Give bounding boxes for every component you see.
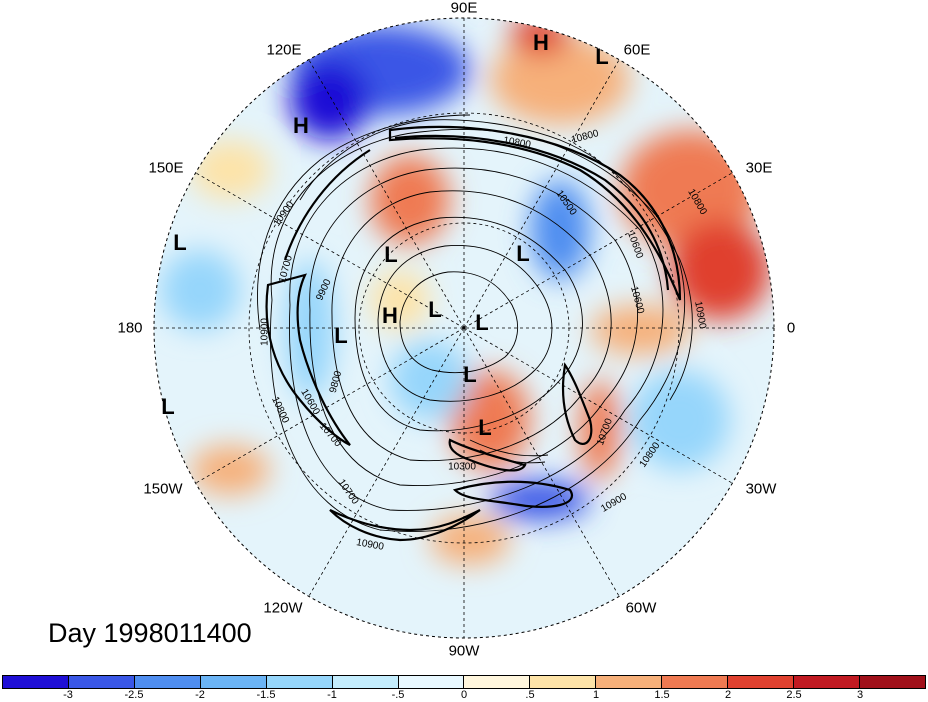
pressure-low: L [428,297,442,322]
date-label: Day 1998011400 [48,618,252,648]
colorbar-tick-label: 1.5 [654,689,670,701]
colorbar-segment [596,676,663,688]
colorbar-tick-label: -3 [63,689,73,701]
pressure-low: L [478,415,492,440]
lon-label-60e: 60E [623,41,651,59]
pressure-low: L [334,323,348,348]
colorbar-tick-label: -2 [195,689,205,701]
lon-label-60w: 60W [625,599,657,617]
colorbar-segment [266,676,333,688]
colorbar-segment [3,676,69,688]
polar-stereographic-map [153,17,775,639]
colorbar-tick-label: -2.5 [124,689,144,701]
colorbar-tick-label: 1 [592,689,600,701]
lon-label-180: 180 [117,319,143,337]
colorbar-segment [530,676,597,688]
colorbar-segment [662,676,729,688]
pressure-low: L [384,242,398,267]
colorbar-tick-label: -1 [327,689,337,701]
colorbar-segment [332,676,399,688]
pressure-low: L [173,230,187,255]
pressure-high: H [293,113,309,138]
lon-label-120w: 120W [263,599,303,617]
pressure-low: L [595,44,609,69]
colorbar-tick-label: .5 [525,689,535,701]
colorbar-tick-label: 2 [724,689,732,701]
lon-label-150w: 150W [143,480,183,498]
lon-label-120e: 120E [266,41,302,59]
colorbar-segment [859,676,925,688]
pressure-high: H [533,30,549,55]
lon-label-30e: 30E [745,159,773,177]
colorbar-segment [728,676,795,688]
colorbar-segment [68,676,135,688]
anomaly-shading [160,18,770,565]
lon-label-30w: 30W [745,480,777,498]
colorbar-tick-label: 3 [856,689,864,701]
graticule [154,18,774,638]
colorbar [2,675,926,689]
pressure-low: L [516,241,530,266]
contour-label: 10300 [448,461,476,473]
jet-outlines [265,125,682,542]
lon-label-90w: 90W [448,642,480,660]
map-boundary [153,17,775,639]
lon-label-0: 0 [786,319,796,337]
colorbar-tick-label: 2.5 [786,689,802,701]
colorbar-tick-label: 0 [460,689,468,701]
colorbar-segment [464,676,531,688]
pressure-high: H [382,303,398,328]
colorbar-segment [200,676,267,688]
colorbar-segment [398,676,465,688]
contour-label: 10900 [259,318,271,346]
colorbar-segment [794,676,860,688]
pressure-low: L [475,310,489,335]
lon-label-150e: 150E [148,159,184,177]
lon-label-90e: 90E [450,0,478,17]
colorbar-segment [134,676,201,688]
pressure-low: L [161,394,175,419]
colorbar-tick-label: -1.5 [256,689,276,701]
colorbar-tick-label: -.5 [391,689,405,701]
pressure-low: L [463,362,477,387]
